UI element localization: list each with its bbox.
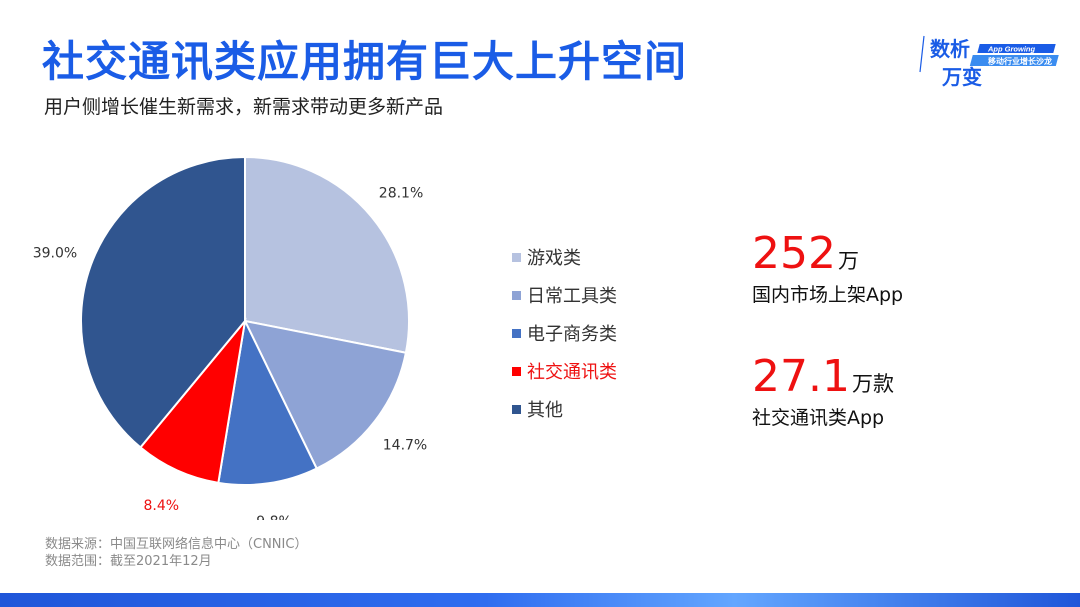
legend-swatch [512,290,521,300]
pie-data-label: 8.4% [144,498,180,514]
stat-unit: 万款 [851,372,894,396]
legend-item: 电子商务类 [512,314,617,352]
pie-data-label: 28.1% [379,186,423,202]
legend-label: 日常工具类 [527,286,617,307]
pie-slice [139,317,247,484]
logo-tagline: 移动行业增长沙龙 [988,56,1052,66]
legend-swatch [512,404,521,414]
pie-data-label: 9.8% [256,514,292,520]
legend-swatch [512,252,521,262]
pie-slice [217,317,319,486]
legend-item: 其他 [512,390,617,428]
legend-label: 游戏类 [527,248,581,269]
legend-swatch [512,328,521,338]
pie-slice [244,155,410,354]
logo-text-1: 数析 [930,37,970,61]
pie-data-label: 14.7% [383,437,427,453]
stat-caption: 社交通讯类App [752,407,885,429]
legend-label: 其他 [527,400,563,421]
stat-social-apps: 27.1万款 社交通讯类App [752,355,894,430]
stat-number: 27.1 [752,351,850,402]
pie-slices [80,155,410,486]
stat-total-apps: 252万 国内市场上架App [752,232,903,307]
legend-item: 日常工具类 [512,276,617,314]
source-line: 数据来源：中国互联网络信息中心（CNNIC） [45,537,308,552]
pie-chart: 28.1% 14.7% 9.8% 8.4% 39.0% [33,155,428,520]
logo-text-2: 万变 [941,65,982,89]
stat-unit: 万 [837,249,859,273]
logo-en-text: App Growing [987,45,1035,54]
page-title: 社交通讯类应用拥有巨大上升空间 [42,37,688,86]
chart-legend: 游戏类 日常工具类 电子商务类 社交通讯类 其他 [512,238,617,428]
legend-item: 社交通讯类 [512,352,617,390]
bottom-accent-bar [0,593,1080,607]
stat-caption: 国内市场上架App [752,284,904,306]
app-growing-logo: 数析 万变 App Growing 移动行业增长沙龙 [919,35,1059,89]
source-range-line: 数据范围：截至2021年12月 [45,554,212,569]
pie-data-label: 39.0% [33,246,77,262]
stat-number: 252 [752,228,836,279]
pie-labels: 28.1% 14.7% 9.8% 8.4% 39.0% [33,186,428,520]
legend-swatch [512,366,521,376]
legend-label: 社交通讯类 [527,362,617,383]
data-source-note: 数据来源：中国互联网络信息中心（CNNIC） 数据范围：截至2021年12月 [45,536,307,570]
pie-slice [243,319,408,470]
legend-label: 电子商务类 [527,324,617,345]
legend-item: 游戏类 [512,238,617,276]
page-subtitle: 用户侧增长催生新需求，新需求带动更多新产品 [44,96,444,118]
pie-slice [80,155,246,449]
